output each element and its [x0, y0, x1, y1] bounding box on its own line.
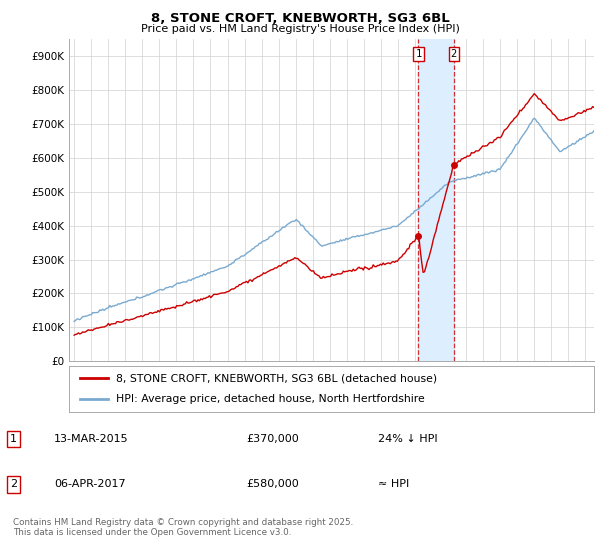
Text: 06-APR-2017: 06-APR-2017 — [54, 479, 125, 489]
Text: HPI: Average price, detached house, North Hertfordshire: HPI: Average price, detached house, Nort… — [116, 394, 425, 404]
Text: 1: 1 — [10, 434, 17, 444]
Text: 24% ↓ HPI: 24% ↓ HPI — [378, 434, 437, 444]
Text: £370,000: £370,000 — [246, 434, 299, 444]
Text: 8, STONE CROFT, KNEBWORTH, SG3 6BL: 8, STONE CROFT, KNEBWORTH, SG3 6BL — [151, 12, 449, 25]
Text: 2: 2 — [451, 49, 457, 59]
Text: 13-MAR-2015: 13-MAR-2015 — [54, 434, 128, 444]
Text: £580,000: £580,000 — [246, 479, 299, 489]
Text: 1: 1 — [415, 49, 422, 59]
Text: Price paid vs. HM Land Registry's House Price Index (HPI): Price paid vs. HM Land Registry's House … — [140, 24, 460, 34]
Text: 8, STONE CROFT, KNEBWORTH, SG3 6BL (detached house): 8, STONE CROFT, KNEBWORTH, SG3 6BL (deta… — [116, 373, 437, 383]
Bar — [418, 39, 454, 361]
Text: Contains HM Land Registry data © Crown copyright and database right 2025.
This d: Contains HM Land Registry data © Crown c… — [13, 518, 353, 538]
Text: ≈ HPI: ≈ HPI — [378, 479, 409, 489]
Text: 2: 2 — [10, 479, 17, 489]
